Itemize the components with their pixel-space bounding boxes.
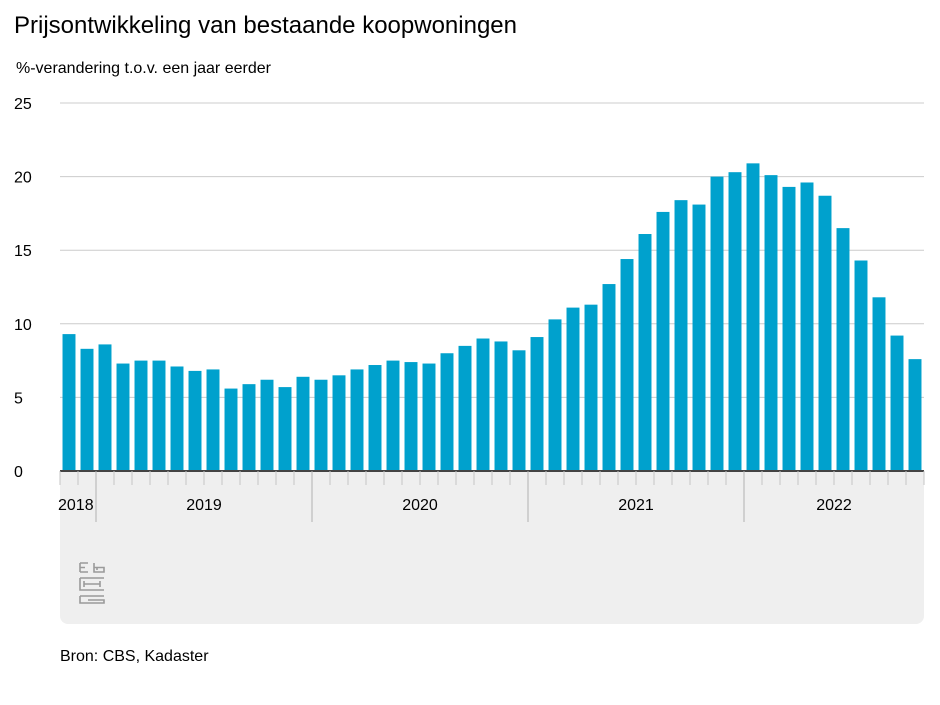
bar (674, 200, 688, 472)
bar (116, 363, 130, 471)
bar (638, 234, 652, 471)
x-year-label: 2018 (58, 497, 94, 514)
bar (404, 362, 418, 471)
bar (350, 369, 364, 471)
y-tick-label: 25 (14, 96, 32, 113)
chart-title: Prijsontwikkeling van bestaande koopwoni… (14, 12, 517, 39)
bar (260, 379, 274, 471)
bar (782, 186, 796, 472)
bar (98, 344, 112, 471)
bar (746, 163, 760, 472)
bar (854, 260, 868, 471)
source-note: Bron: CBS, Kadaster (60, 648, 209, 665)
bar (872, 297, 886, 471)
bar-chart: 0 5 10 15 20 25 2018 2019 2020 2021 2022 (14, 96, 925, 624)
bar (62, 334, 76, 471)
bars (62, 163, 922, 472)
y-tick-label: 10 (14, 317, 32, 334)
bar (242, 384, 256, 471)
y-tick-label: 15 (14, 243, 32, 260)
bar (152, 360, 166, 471)
bar (710, 176, 724, 471)
cbs-logo-icon (79, 562, 105, 604)
bar (80, 348, 94, 471)
bar (386, 360, 400, 471)
bar (548, 319, 562, 471)
bar (206, 369, 220, 471)
bar (566, 307, 580, 471)
bar (728, 172, 742, 471)
bar (458, 345, 472, 471)
y-gridlines (60, 102, 924, 398)
bar (602, 284, 616, 471)
bar (476, 338, 490, 471)
x-axis-panel-bg (60, 471, 924, 624)
bar (764, 175, 778, 472)
bar (314, 379, 328, 471)
bar (368, 365, 382, 471)
x-axis-panel (60, 471, 924, 624)
y-tick-label: 0 (14, 464, 23, 481)
y-tick-label: 5 (14, 390, 23, 407)
x-year-label: 2022 (816, 497, 852, 514)
bar (836, 228, 850, 471)
bar (296, 376, 310, 471)
bar (512, 350, 526, 471)
y-tick-label: 20 (14, 170, 32, 187)
bar (656, 211, 670, 472)
bar (170, 366, 184, 471)
y-axis-label: %-verandering t.o.v. een jaar eerder (16, 60, 271, 77)
bar (908, 359, 922, 471)
bar (692, 204, 706, 471)
bar (620, 259, 634, 471)
y-axis-ticks: 0 5 10 15 20 25 (14, 96, 32, 481)
bar (278, 387, 292, 471)
x-year-label: 2021 (618, 497, 654, 514)
bar (890, 335, 904, 471)
x-axis: 2018 2019 2020 2021 2022 (58, 470, 925, 522)
bar (440, 353, 454, 471)
bar (188, 370, 202, 471)
bar (530, 337, 544, 471)
bar (134, 360, 148, 471)
bar (332, 375, 346, 471)
bar (584, 304, 598, 471)
bar (422, 363, 436, 471)
x-year-label: 2020 (402, 497, 438, 514)
bar (800, 182, 814, 471)
bar (818, 195, 832, 471)
bar (494, 341, 508, 471)
x-year-label: 2019 (186, 497, 222, 514)
bar (224, 388, 238, 471)
